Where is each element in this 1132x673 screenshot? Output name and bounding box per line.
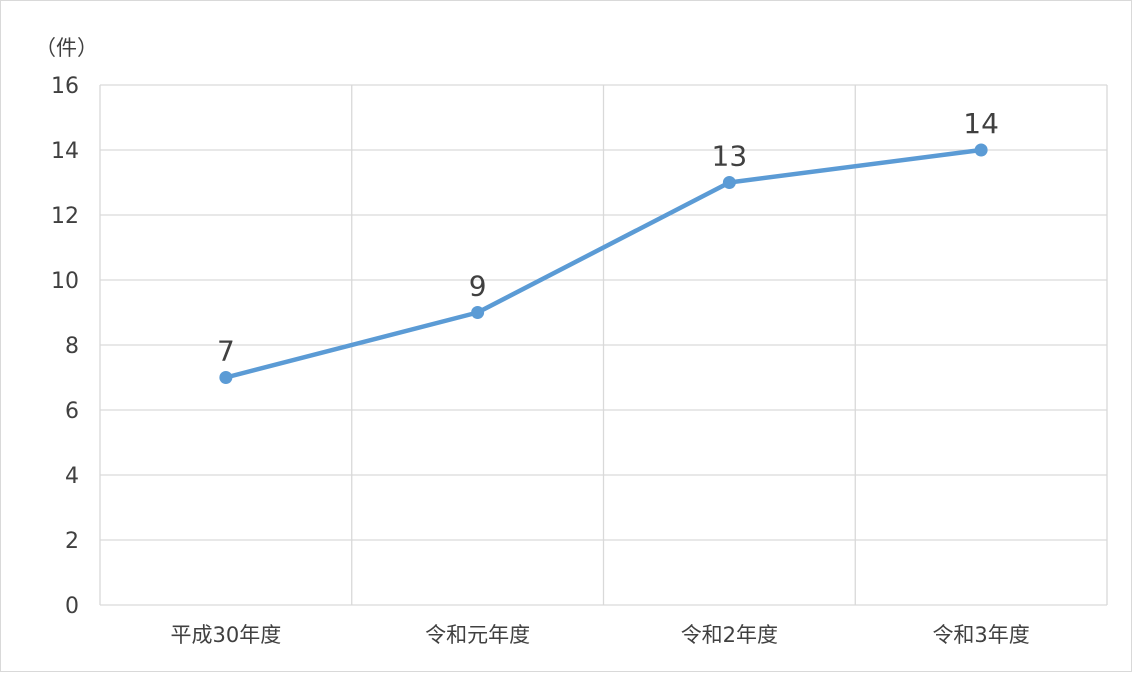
y-tick-label: 16	[51, 74, 79, 99]
data-point	[471, 306, 484, 319]
gridlines	[100, 85, 1107, 605]
y-tick-label: 6	[65, 399, 79, 424]
y-axis-unit-label: （件）	[35, 36, 98, 60]
x-tick-label: 令和2年度	[681, 623, 778, 647]
data-labels: 7 9 13 14	[217, 107, 999, 368]
x-tick-label: 令和元年度	[425, 623, 530, 647]
data-label: 14	[963, 107, 999, 140]
y-tick-label: 2	[65, 529, 79, 554]
x-tick-label: 令和3年度	[932, 623, 1029, 647]
y-tick-label: 8	[65, 334, 79, 359]
y-tick-label: 10	[51, 269, 79, 294]
data-point	[975, 144, 988, 157]
y-tick-label: 4	[65, 464, 79, 489]
y-tick-label: 12	[51, 204, 79, 229]
y-tick-label: 0	[65, 594, 79, 619]
x-tick-label: 平成30年度	[171, 623, 282, 647]
data-label: 13	[712, 140, 748, 173]
data-point	[219, 371, 232, 384]
y-tick-label: 14	[51, 139, 79, 164]
axes: 0 2 4 6 8 10 12 14 16 平成30年度 令和元年度 令和2年度 令和3年度	[51, 74, 1030, 647]
data-label: 7	[217, 335, 235, 368]
data-label: 9	[469, 270, 487, 303]
data-point	[723, 176, 736, 189]
